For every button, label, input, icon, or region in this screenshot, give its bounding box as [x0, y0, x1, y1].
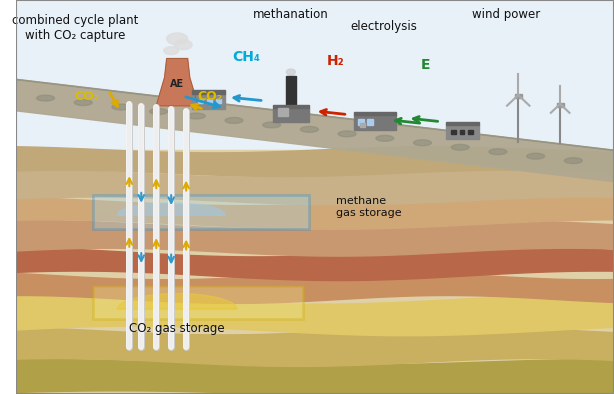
Text: methane
gas storage: methane gas storage [336, 196, 402, 217]
Bar [273, 108, 309, 122]
Ellipse shape [286, 69, 295, 75]
Ellipse shape [263, 122, 281, 128]
Polygon shape [15, 295, 614, 336]
Polygon shape [15, 169, 614, 205]
Polygon shape [117, 294, 237, 309]
Polygon shape [15, 247, 614, 281]
Bar [460, 130, 464, 134]
Bar [273, 105, 309, 108]
Bar [354, 115, 395, 130]
Polygon shape [15, 359, 614, 394]
Text: combined cycle plant
with CO₂ capture: combined cycle plant with CO₂ capture [12, 14, 139, 42]
Ellipse shape [166, 33, 188, 45]
Polygon shape [15, 221, 614, 256]
Bar [216, 99, 221, 104]
Bar [192, 94, 225, 110]
Ellipse shape [150, 109, 168, 115]
Bar [93, 286, 303, 319]
Bar [15, 0, 614, 150]
Text: methanation: methanation [253, 8, 328, 21]
Bar [192, 91, 225, 94]
Ellipse shape [225, 117, 243, 123]
Text: CO₂ gas storage: CO₂ gas storage [130, 323, 225, 335]
Ellipse shape [376, 136, 394, 141]
Polygon shape [156, 59, 198, 106]
Bar [360, 123, 365, 126]
Bar [446, 125, 480, 139]
Polygon shape [117, 203, 225, 215]
Ellipse shape [489, 149, 507, 155]
Polygon shape [15, 147, 614, 177]
Ellipse shape [174, 40, 192, 50]
Bar [446, 122, 480, 125]
Ellipse shape [300, 126, 319, 132]
Bar [354, 112, 395, 115]
Bar [207, 99, 212, 104]
Ellipse shape [338, 131, 356, 137]
Ellipse shape [164, 47, 179, 55]
Polygon shape [15, 272, 614, 303]
Ellipse shape [187, 113, 205, 119]
Polygon shape [15, 327, 614, 366]
Bar [359, 119, 365, 125]
Bar [286, 76, 296, 115]
Bar [451, 130, 456, 134]
Bar [515, 94, 522, 98]
Text: AE: AE [170, 79, 184, 89]
Text: wind power: wind power [472, 8, 540, 21]
Text: CO₂: CO₂ [198, 90, 223, 103]
Ellipse shape [451, 144, 469, 150]
Text: E: E [421, 58, 430, 72]
Text: H₂: H₂ [327, 54, 344, 68]
Text: CO₂: CO₂ [75, 90, 100, 103]
Bar [367, 119, 373, 125]
Ellipse shape [564, 158, 582, 164]
Bar [93, 195, 309, 229]
Ellipse shape [112, 104, 130, 110]
Bar [198, 99, 203, 104]
Bar [556, 103, 564, 107]
Ellipse shape [37, 95, 55, 101]
Ellipse shape [414, 140, 432, 146]
Ellipse shape [74, 100, 92, 106]
Bar [278, 108, 289, 116]
Bar [468, 130, 473, 134]
Ellipse shape [527, 153, 545, 159]
Text: electrolysis: electrolysis [350, 20, 417, 33]
Polygon shape [15, 196, 614, 229]
Text: CH₄: CH₄ [232, 50, 260, 64]
